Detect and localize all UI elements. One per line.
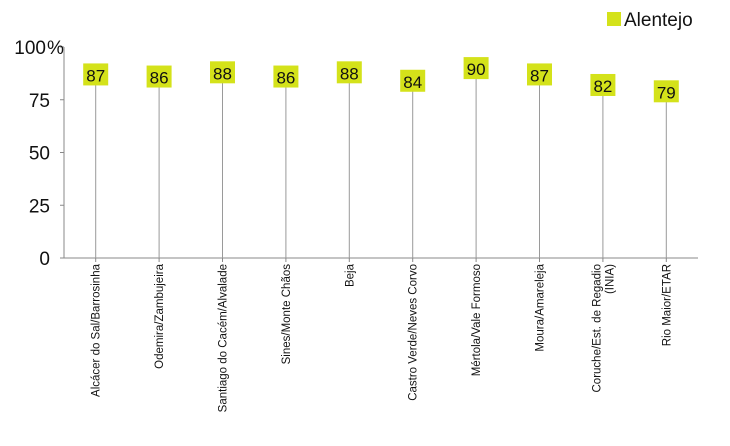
x-tick-label: Coruche/Est. de Regadio (INIA) [591,264,616,393]
y-tick-label: 75 [29,91,50,112]
data-marker [527,63,552,86]
y-tick-label: 0 [39,249,50,270]
data-label: 84 [403,73,422,92]
y-tick-label: 25 [29,196,50,217]
svg-text:Alcácer do Sal/Barrosinha: Alcácer do Sal/Barrosinha [91,263,103,397]
legend-swatch [607,12,621,26]
x-tick-label: Beja [344,263,356,287]
data-label: 87 [530,66,549,85]
legend: Alentejo [607,10,693,31]
y-axis: 0 25 50 75 100 % [14,38,65,270]
data-label: 90 [467,60,486,79]
data-marker [146,65,172,88]
x-tick-label: Alcácer do Sal/Barrosinha [91,263,103,397]
y-unit-label: % [47,38,64,59]
data-marker [273,65,299,88]
data-label: 88 [340,64,359,83]
x-axis: Alcácer do Sal/Barrosinha Odemira/Zambuje… [64,257,698,412]
svg-text:Rio Maior/ETAR: Rio Maior/ETAR [661,264,673,346]
svg-text:Castro Verde/Neves Corvo: Castro Verde/Neves Corvo [408,264,420,401]
data-marker [590,73,616,96]
svg-text:Coruche/Est. de Regadio: Coruche/Est. de Regadio [591,264,603,393]
x-tick-label: Rio Maior/ETAR [661,264,673,346]
svg-text:Mértola/Vale Formoso: Mértola/Vale Formoso [471,264,483,376]
x-tick-label: Moura/Amareleja [535,263,547,351]
data-label: 82 [593,77,612,96]
data-marker [400,69,426,92]
svg-text:Moura/Amareleja: Moura/Amareleja [535,263,547,351]
svg-text:(INIA): (INIA) [604,264,616,294]
x-tick-label: Sines/Monte Chãos [281,264,293,365]
data-marker [463,57,489,80]
data-label: 79 [657,83,676,102]
data-label: 87 [86,66,105,85]
data-label: 86 [276,69,295,88]
x-tick-label: Mértola/Vale Formoso [471,264,483,376]
data-marker [210,61,235,84]
data-marker [83,63,109,86]
svg-text:Sines/Monte Chãos: Sines/Monte Chãos [281,264,293,365]
data-label: 88 [213,64,232,83]
data-marker [653,80,679,103]
legend-label: Alentejo [624,10,693,31]
y-tick-label: 100 [14,38,46,59]
x-tick-label: Castro Verde/Neves Corvo [408,264,420,401]
data-marker [336,61,362,84]
svg-text:Beja: Beja [344,263,356,287]
data-label: 86 [150,69,169,88]
x-tick-label: Santiago do Cacém/Alvalade [218,264,230,412]
svg-text:Santiago do Cacém/Alvalade: Santiago do Cacém/Alvalade [218,264,230,412]
y-tick-label: 50 [29,144,50,165]
svg-text:Odemira/Zambujeira: Odemira/Zambujeira [154,263,166,368]
series-layer: 87 86 88 86 88 84 90 87 82 79 [83,57,679,258]
x-tick-label: Odemira/Zambujeira [154,263,166,368]
